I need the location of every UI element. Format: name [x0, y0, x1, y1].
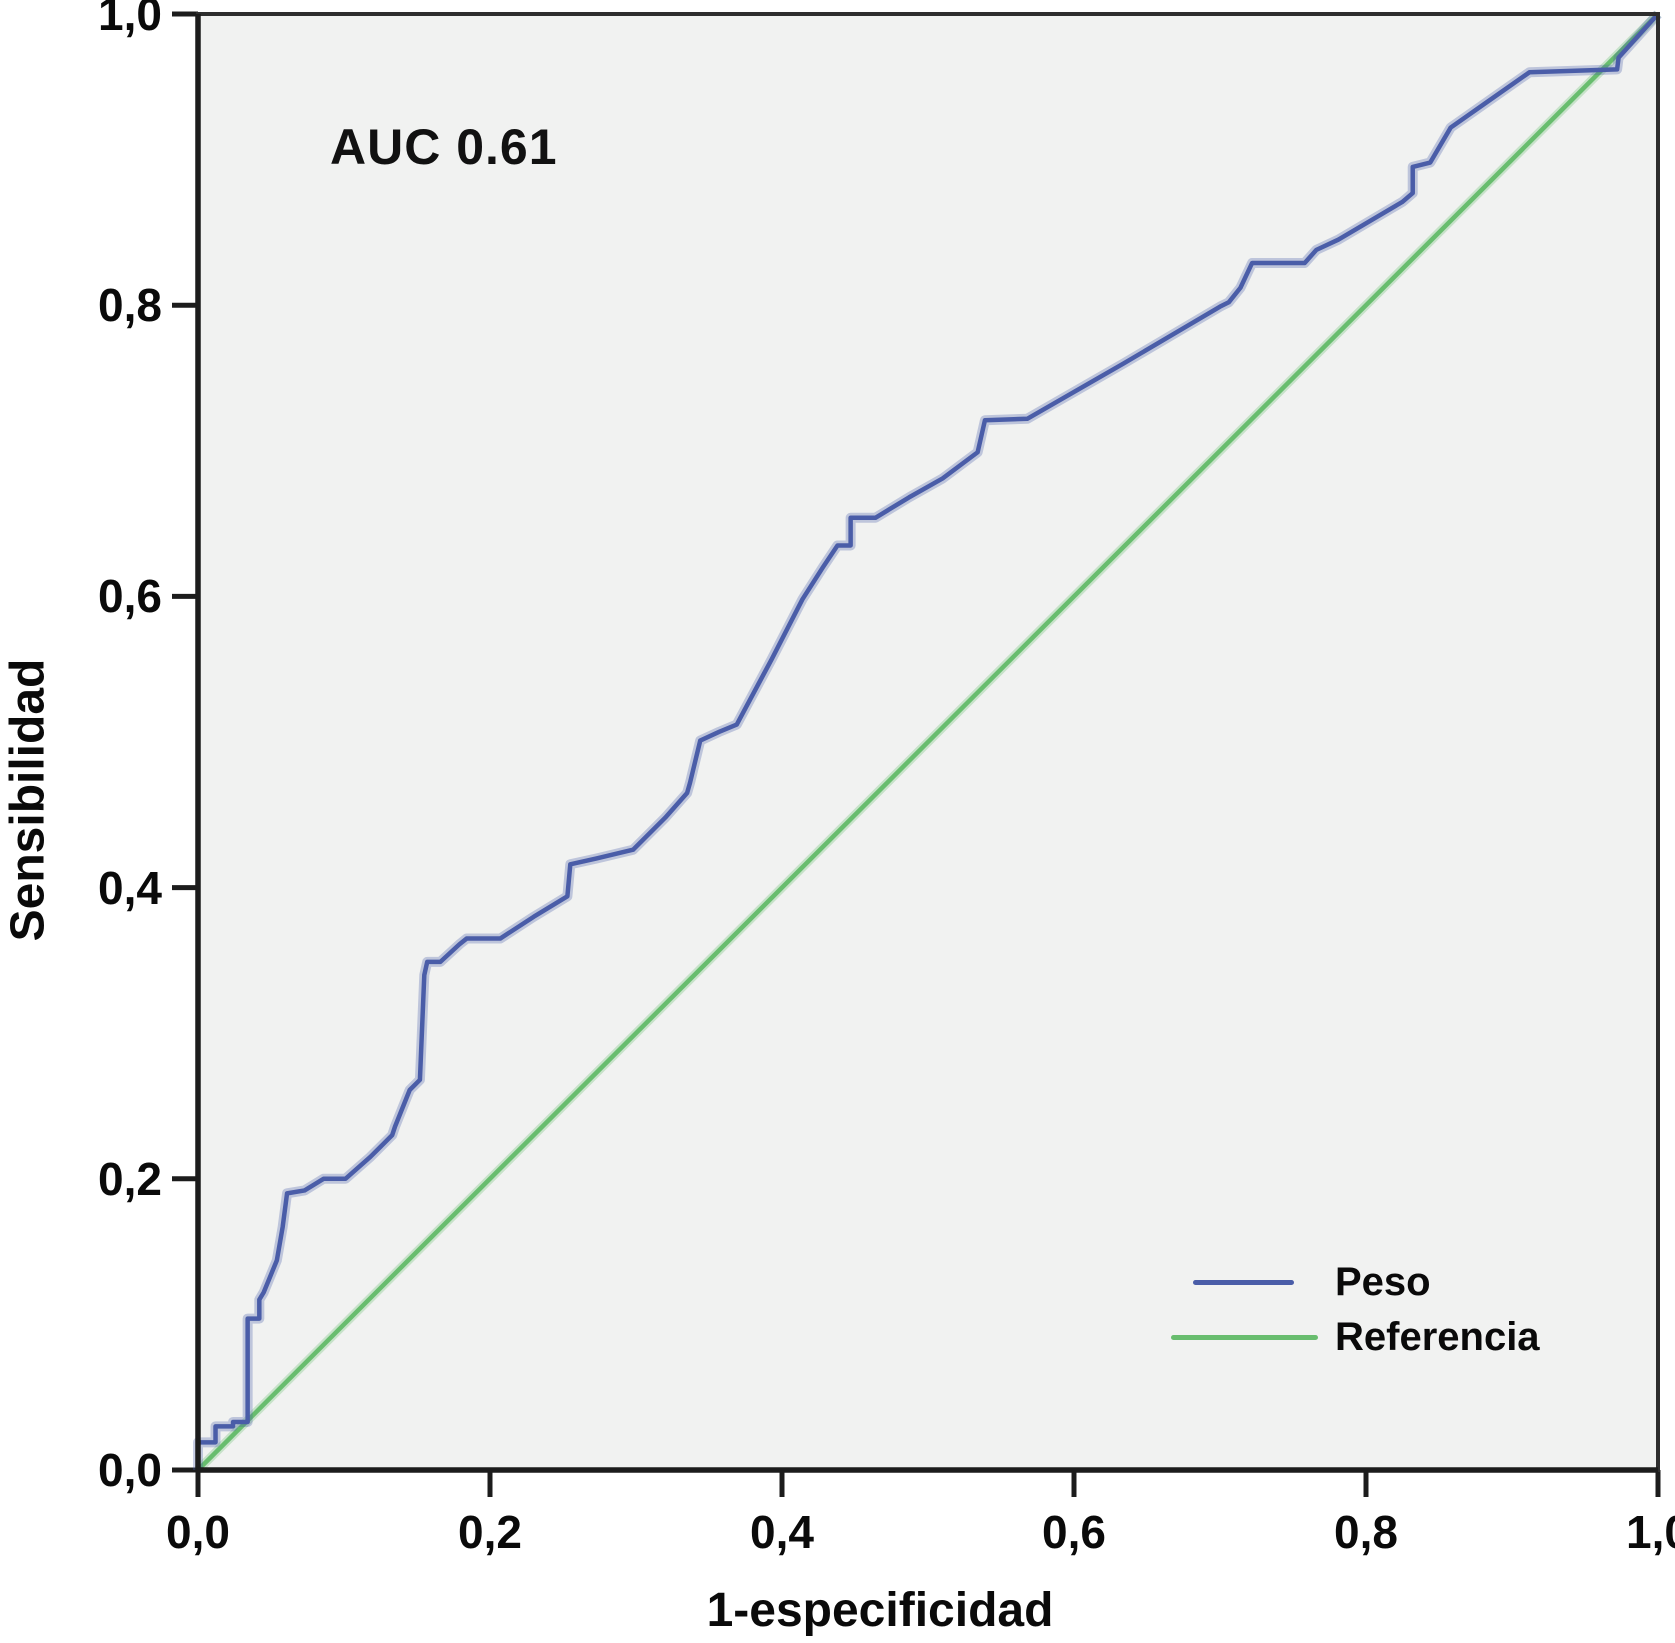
x-tick-label: 0,2	[458, 1506, 522, 1558]
x-axis-title: 1-especificidad	[706, 1584, 1054, 1637]
x-tick-label: 1,0	[1626, 1506, 1675, 1558]
legend-label-peso: Peso	[1335, 1260, 1431, 1304]
y-tick-label: 0,0	[98, 1444, 162, 1496]
x-tick-label: 0,0	[166, 1506, 230, 1558]
y-tick-label: 1,0	[98, 0, 162, 40]
legend-line-referencia	[1171, 1335, 1318, 1340]
y-tick-label: 0,4	[98, 861, 162, 914]
x-tick-label: 0,6	[1042, 1506, 1106, 1558]
x-tick-label: 0,8	[1334, 1506, 1398, 1558]
y-tick-label: 0,6	[98, 570, 162, 623]
x-tick-label: 0,4	[750, 1506, 814, 1558]
y-tick-label: 0,2	[98, 1152, 162, 1205]
legend-label-referencia: Referencia	[1335, 1315, 1540, 1359]
auc-annotation: AUC 0.61	[330, 119, 558, 175]
y-tick-label: 0,8	[98, 279, 162, 332]
legend-line-peso	[1193, 1280, 1294, 1285]
